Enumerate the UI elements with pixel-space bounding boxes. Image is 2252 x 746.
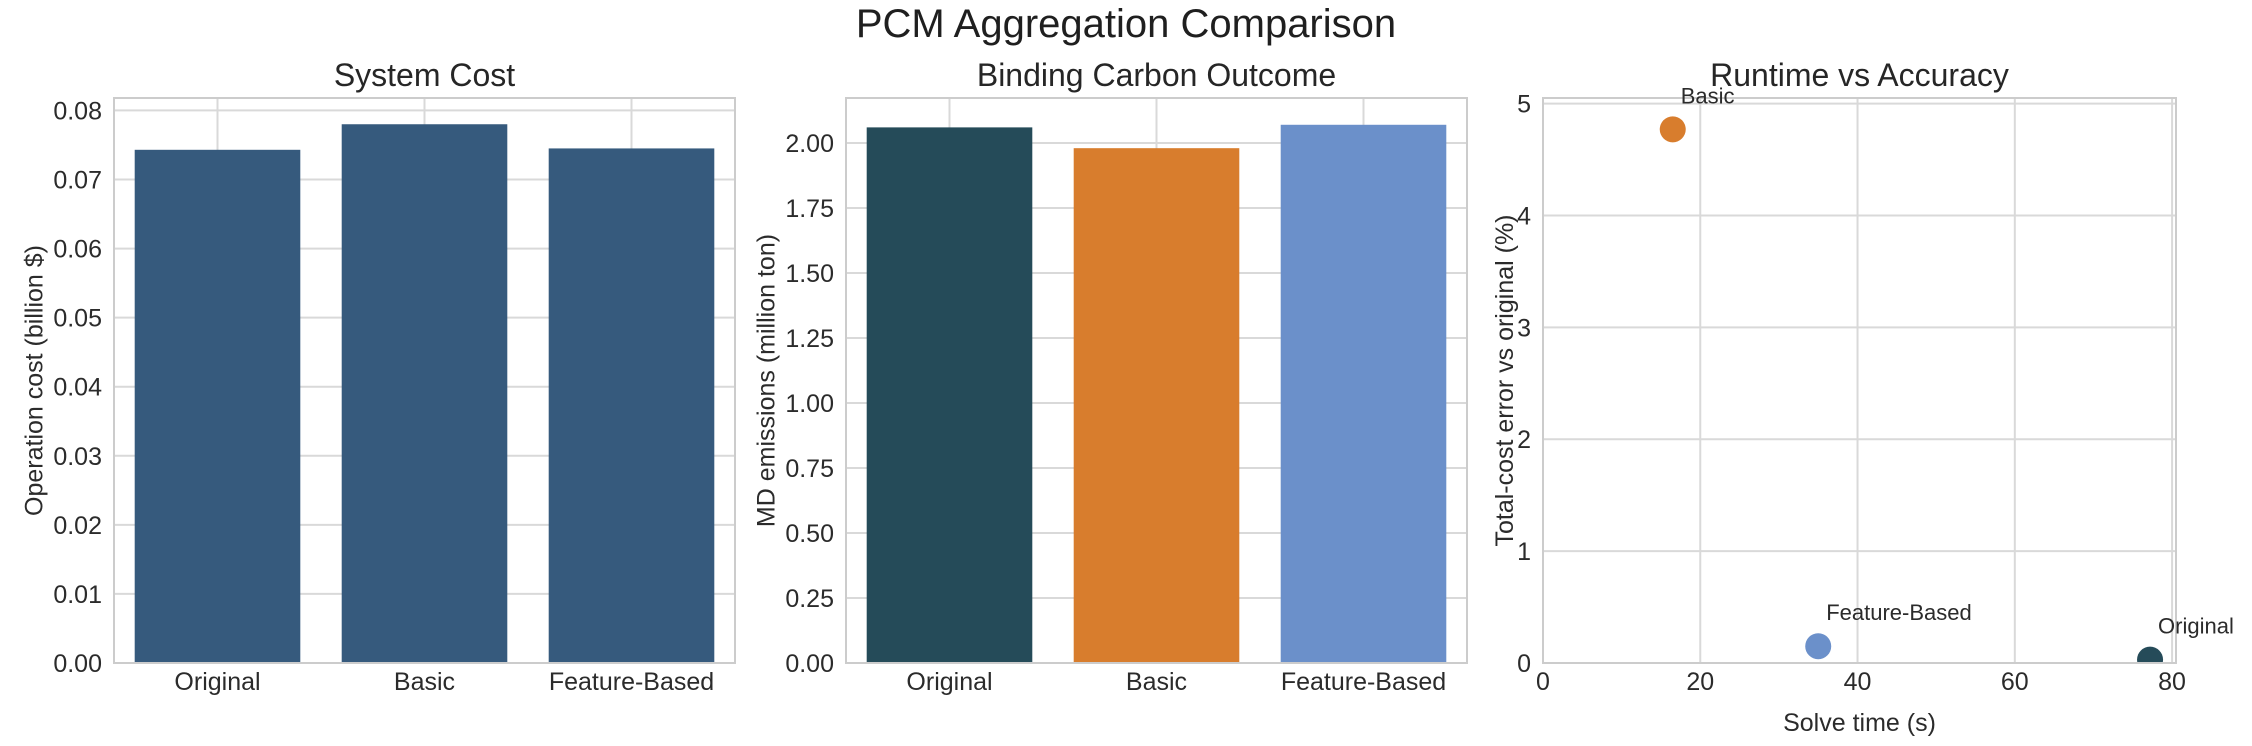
- subplot-system-cost: 0.00 0.01 0.02 0.03 0.04 0.05 0.06 0.07 0.08 Orig…: [20, 57, 736, 696]
- y-tick-label: 0.04: [53, 374, 102, 402]
- point-label-basic: Basic: [1681, 83, 1735, 108]
- y-tick-label: 4: [1517, 202, 1531, 230]
- y-tick-label: 3: [1517, 314, 1531, 342]
- y-tick-label: 0.25: [785, 585, 834, 613]
- point-label-feature-based: Feature-Based: [1826, 600, 1972, 625]
- subplot-title: Runtime vs Accuracy: [1710, 57, 2009, 93]
- y-tick-label: 0.05: [53, 305, 102, 333]
- x-tick-label: 20: [1686, 668, 1714, 696]
- y-tick-label: 1.75: [785, 195, 834, 223]
- point-basic: [1659, 116, 1686, 143]
- y-tick-label: 2.00: [785, 130, 834, 158]
- x-tick-label: 80: [2158, 668, 2186, 696]
- bar-original: [134, 149, 301, 664]
- subplot-title: Binding Carbon Outcome: [977, 57, 1336, 93]
- plot-border: [1542, 97, 2177, 664]
- bar-basic: [341, 124, 508, 663]
- y-axis-label: MD emissions (million ton): [752, 234, 780, 527]
- points-group: [1659, 116, 2164, 663]
- bar-feature-based: [1280, 124, 1447, 663]
- point-feature-based: [1805, 633, 1832, 660]
- y-tick-label: 0.07: [53, 167, 102, 195]
- y-tick-label: 0.75: [785, 455, 834, 483]
- x-axis-label: Solve time (s): [1783, 709, 1936, 737]
- plot-border: [845, 97, 1468, 664]
- y-tick-label: 0.08: [53, 97, 102, 125]
- x-tick-label: Feature-Based: [549, 668, 714, 696]
- y-tick-label: 1: [1517, 538, 1531, 566]
- bar-feature-based: [548, 148, 715, 663]
- y-tick-label: 0.06: [53, 236, 102, 264]
- y-tick-label: 0: [1517, 650, 1531, 678]
- y-tick-label: 0.03: [53, 443, 102, 471]
- y-tick-label: 1.25: [785, 325, 834, 353]
- x-tick-label: 60: [2001, 668, 2029, 696]
- x-tick-label: 40: [1844, 668, 1872, 696]
- x-tick-label: Feature-Based: [1281, 668, 1446, 696]
- y-tick-label: 2: [1517, 426, 1531, 454]
- x-tick-label: Basic: [1126, 668, 1187, 696]
- y-tick-label: 1.50: [785, 260, 834, 288]
- plot-border: [113, 97, 736, 664]
- y-axis-label: Operation cost (billion $): [20, 245, 48, 516]
- point-label-original: Original: [2158, 614, 2234, 639]
- bar-original: [866, 127, 1033, 663]
- y-tick-label: 5: [1517, 91, 1531, 119]
- x-tick-label: 0: [1536, 668, 1550, 696]
- x-tick-label: Original: [174, 668, 260, 696]
- subplot-runtime-vs-accuracy: Basic Feature-Based Original 0 1 2 3 4 5 0 20 40 60 8…: [1491, 57, 2234, 737]
- subplot-title: System Cost: [334, 57, 515, 93]
- point-original: [2137, 646, 2164, 663]
- y-tick-label: 0.01: [53, 581, 102, 609]
- y-axis-label: Total-cost error vs original (%): [1491, 214, 1519, 546]
- bar-basic: [1073, 148, 1240, 664]
- y-tick-label: 1.00: [785, 390, 834, 418]
- y-tick-label: 0.00: [53, 650, 102, 678]
- x-tick-label: Basic: [394, 668, 455, 696]
- y-tick-label: 0.50: [785, 520, 834, 548]
- subplot-binding-carbon-outcome: 0.00 0.25 0.50 0.75 1.00 1.25 1.50 1.75 2.00 Orig…: [752, 57, 1468, 696]
- y-tick-label: 0.02: [53, 512, 102, 540]
- x-tick-label: Original: [906, 668, 992, 696]
- y-tick-label: 0.00: [785, 650, 834, 678]
